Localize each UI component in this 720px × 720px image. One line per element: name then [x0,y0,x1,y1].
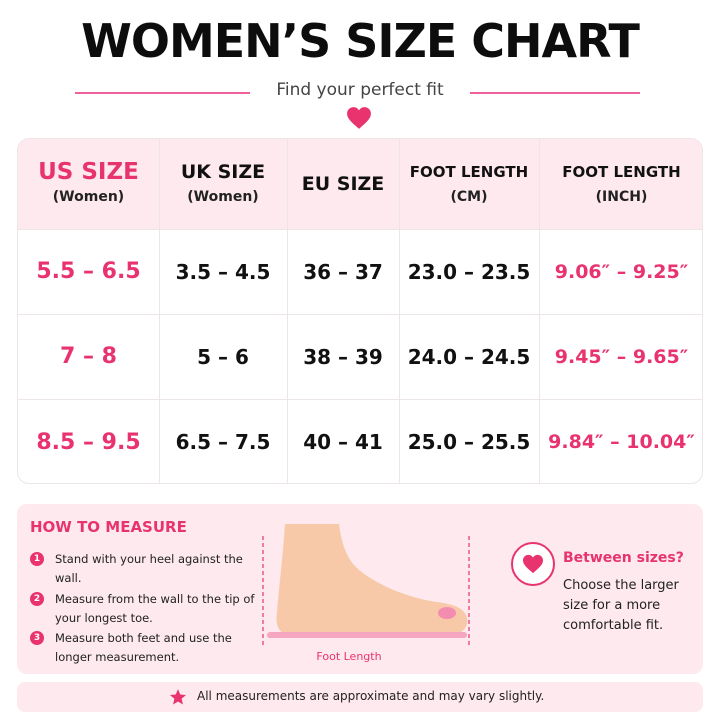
column-divider [399,139,400,483]
header-sub-label: (Women) [187,189,259,205]
header-label: FOOT LENGTH [409,163,529,181]
table-header [18,139,702,229]
between-sizes-text: Choose the larger size for a more comfor… [563,578,679,633]
header-label: EU SIZE [301,173,385,195]
header-label: UK SIZE [180,161,266,183]
disclaimer-note: All measurements are approximate and may… [17,682,703,712]
step-text: Measure both feet and use the longer mea… [55,631,232,664]
cell-foot-length-cm: 23.0 – 23.5 [407,259,531,284]
cell-uk-size: 3.5 – 4.5 [175,259,271,284]
measure-step: 2 Measure from the wall to the tip of yo… [30,590,270,626]
step-text: Measure from the wall to the tip of your… [55,592,255,625]
header-foot-length-cm: FOOT LENGTH (CM) [399,139,539,229]
heart-badge [511,542,555,586]
measure-step: 3 Measure both feet and use the longer m… [30,629,270,665]
column-divider [287,139,288,483]
header-sub-label: (INCH) [595,189,648,205]
foot-illustration-icon [262,524,470,646]
heart-icon [347,107,371,129]
column-divider [539,139,540,483]
step-number-badge: 2 [30,592,44,606]
header-label: US SIZE [38,159,139,185]
subtitle-divider-right [470,92,640,94]
disclaimer-text: All measurements are approximate and may… [197,689,545,703]
cell-uk-size: 6.5 – 7.5 [175,430,271,454]
step-number-badge: 3 [30,631,44,645]
header-label: FOOT LENGTH [562,163,681,181]
column-divider [159,139,160,483]
star-icon [169,689,187,705]
page-title: WOMEN’S SIZE CHART [81,14,640,68]
header-sub-label: (CM) [450,189,488,205]
foot-diagram: Foot Length [257,516,487,668]
foot-length-label: Foot Length [316,650,382,663]
header-us-size: US SIZE (Women) [18,139,159,229]
header-eu-size: EU SIZE [287,139,399,229]
cell-foot-length-cm: 24.0 – 24.5 [407,344,531,369]
subtitle-divider-left [75,92,250,94]
row-divider [18,314,702,315]
cell-eu-size: 38 – 39 [303,344,383,369]
step-text: Stand with your heel against the wall. [55,552,243,585]
measure-step: 1 Stand with your heel against the wall. [30,550,270,586]
size-chart-table: US SIZE (Women) UK SIZE (Women) EU SIZE … [17,138,703,484]
row-divider [18,399,702,400]
cell-foot-length-inch: 9.06″ – 9.25″ [554,260,689,283]
row-divider [18,229,702,230]
how-to-measure-panel: HOW TO MEASURE 1 Stand with your heel ag… [17,504,703,674]
cell-us-size: 7 – 8 [60,344,117,369]
heart-icon [523,554,543,574]
cell-foot-length-cm: 25.0 – 25.5 [407,430,531,454]
header-foot-length-inch: FOOT LENGTH (INCH) [539,139,702,229]
cell-uk-size: 5 – 6 [197,344,249,369]
subtitle: Find your perfect fit [276,80,444,100]
header-sub-label: (Women) [52,189,125,205]
cell-eu-size: 36 – 37 [303,259,383,284]
between-sizes-title: Between sizes? [563,550,684,566]
cell-eu-size: 40 – 41 [303,430,383,454]
how-to-measure-title: HOW TO MEASURE [30,518,187,536]
cell-foot-length-inch: 9.84″ – 10.04″ [548,431,695,453]
header-uk-size: UK SIZE (Women) [159,139,287,229]
cell-us-size: 5.5 – 6.5 [36,259,141,284]
subtitle-row: Find your perfect fit [0,78,720,106]
step-number-badge: 1 [30,552,44,566]
cell-us-size: 8.5 – 9.5 [36,429,141,455]
cell-foot-length-inch: 9.45″ – 9.65″ [554,345,689,368]
